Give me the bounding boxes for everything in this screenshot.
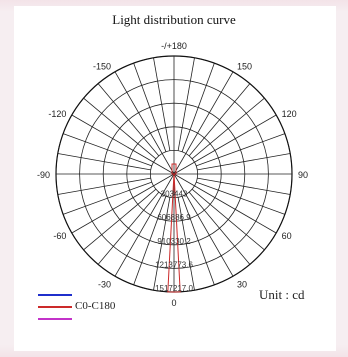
grid-spoke <box>62 133 152 167</box>
angle-label: 150 <box>237 61 252 71</box>
radial-tick-label: 910330.2 <box>157 237 191 246</box>
grid-spoke <box>197 153 291 171</box>
grid-spoke <box>181 196 215 286</box>
grid-spoke <box>57 177 151 195</box>
angle-label: 0 <box>171 298 176 308</box>
grid-spoke <box>188 191 251 265</box>
series-c0-c180-curve <box>167 174 181 293</box>
grid-spoke <box>62 181 152 215</box>
grid-spoke <box>153 197 171 291</box>
grid-spoke <box>83 188 157 251</box>
angle-label: 60 <box>282 231 292 241</box>
angle-label: 90 <box>298 170 308 180</box>
grid-spoke <box>97 83 160 157</box>
grid-spoke <box>173 71 234 175</box>
series-c0-c180-upper-lobe <box>171 163 177 175</box>
grid-spoke <box>196 133 286 167</box>
grid-spoke <box>177 197 195 291</box>
grid-spoke <box>83 97 157 160</box>
angle-label: -120 <box>48 109 66 119</box>
grid-spoke <box>71 114 175 175</box>
grid-spoke <box>173 173 277 234</box>
angle-label: -150 <box>93 61 111 71</box>
grid-spoke <box>173 114 277 175</box>
angle-label: 120 <box>282 109 297 119</box>
radial-tick-label: 303443 <box>161 190 188 199</box>
grid-spoke <box>97 191 160 265</box>
grid-spoke <box>133 62 167 152</box>
radial-tick-label: 1213773.6 <box>155 260 193 269</box>
grid-spoke <box>133 196 167 286</box>
legend-label: C0-C180 <box>75 300 116 312</box>
unit-label: Unit : cd <box>259 287 305 302</box>
grid-spoke <box>71 173 175 234</box>
radial-tick-label: 606886.9 <box>157 213 191 222</box>
chart-panel <box>14 6 336 351</box>
grid-spoke <box>173 173 234 277</box>
angle-label: 30 <box>237 280 247 290</box>
angle-label: -60 <box>53 231 66 241</box>
grid-spoke <box>177 57 195 151</box>
legend-swatch <box>38 294 72 296</box>
grid-spoke <box>197 177 291 195</box>
grid-spoke <box>114 173 175 277</box>
chart-title: Light distribution curve <box>112 12 236 27</box>
grid-spoke <box>114 71 175 175</box>
legend-swatch <box>38 306 72 308</box>
angle-label: -/+180 <box>161 41 187 51</box>
grid-spoke <box>181 62 215 152</box>
angle-label: -30 <box>98 280 111 290</box>
angle-label: -90 <box>37 170 50 180</box>
radial-tick-label: 1517217.0 <box>155 284 193 293</box>
legend-swatch <box>38 318 72 320</box>
grid-spoke <box>153 57 171 151</box>
grid-spoke <box>191 188 265 251</box>
grid-spoke <box>57 153 151 171</box>
grid-spoke <box>188 83 251 157</box>
grid-spoke <box>196 181 286 215</box>
grid-spoke <box>191 97 265 160</box>
